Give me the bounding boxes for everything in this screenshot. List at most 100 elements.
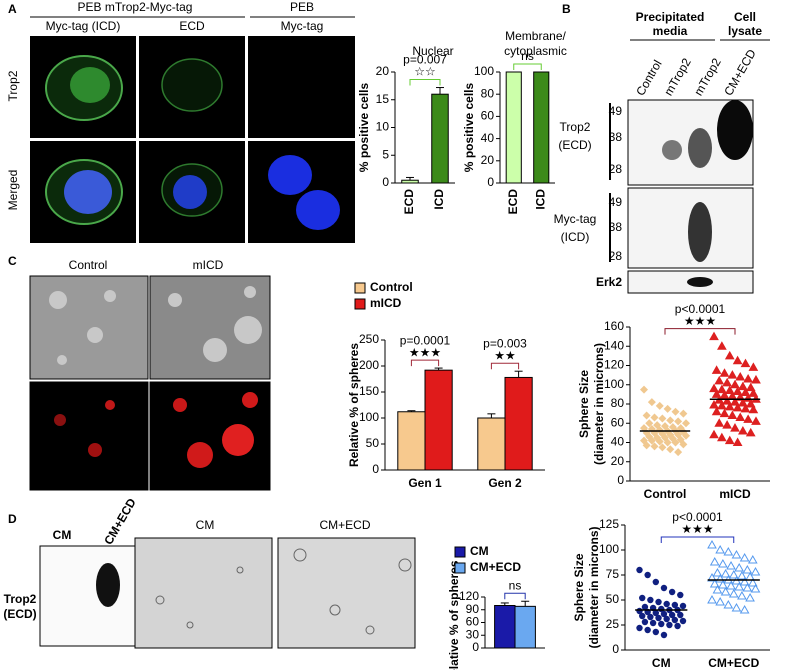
y-tick-label: 10 bbox=[376, 120, 390, 134]
data-point bbox=[742, 564, 753, 574]
p-value: p=0.007 bbox=[403, 53, 447, 67]
y-tick-label: 160 bbox=[604, 319, 624, 333]
chart-title: cytoplasmic bbox=[504, 44, 567, 58]
data-point bbox=[715, 596, 726, 606]
data-point bbox=[743, 373, 753, 383]
data-point bbox=[734, 581, 745, 591]
data-point bbox=[724, 435, 735, 445]
blot-label: Erk2 bbox=[596, 275, 622, 289]
lane-label: CM+ECD bbox=[101, 496, 139, 547]
y-tick-label: 80 bbox=[481, 86, 495, 100]
data-point bbox=[748, 388, 759, 397]
data-point bbox=[674, 622, 681, 630]
y-tick-label: 5 bbox=[382, 147, 389, 161]
data-point bbox=[709, 383, 719, 393]
bar bbox=[477, 417, 506, 471]
data-point bbox=[652, 578, 660, 586]
y-axis-label: Relative % of spheres bbox=[447, 560, 461, 670]
data-point bbox=[738, 381, 748, 391]
significance-bracket bbox=[409, 79, 441, 86]
data-point bbox=[734, 562, 745, 572]
data-point bbox=[740, 403, 751, 413]
data-point bbox=[660, 610, 668, 618]
data-point bbox=[715, 544, 726, 554]
p-value: p=0.0001 bbox=[400, 333, 451, 347]
legend-swatch bbox=[354, 298, 366, 310]
data-point bbox=[728, 569, 739, 579]
data-point bbox=[730, 397, 740, 406]
data-point bbox=[745, 427, 756, 437]
data-point bbox=[709, 578, 720, 588]
x-tick-label: CM+ECD bbox=[708, 656, 759, 670]
data-point bbox=[745, 398, 756, 408]
significance-stars: ★★★ bbox=[409, 345, 441, 359]
bar bbox=[504, 376, 533, 471]
significance-bracket bbox=[410, 359, 440, 367]
data-point bbox=[663, 438, 672, 447]
column-header: ECD bbox=[179, 19, 205, 33]
data-point bbox=[723, 599, 734, 609]
image-label: Control bbox=[69, 258, 108, 272]
row-label: Trop2 bbox=[6, 70, 20, 101]
p-value: ns bbox=[509, 578, 522, 592]
data-point bbox=[674, 448, 683, 457]
data-point bbox=[731, 602, 742, 612]
data-point bbox=[647, 436, 656, 445]
data-point bbox=[724, 401, 735, 411]
lane-label: Control bbox=[633, 58, 664, 99]
data-point bbox=[682, 431, 690, 440]
data-point bbox=[671, 438, 680, 447]
data-point bbox=[645, 419, 654, 428]
panel-label: C bbox=[8, 254, 17, 268]
data-point bbox=[738, 398, 748, 407]
data-point bbox=[658, 620, 665, 628]
data-point bbox=[717, 432, 727, 442]
y-tick-label: 125 bbox=[599, 517, 619, 531]
data-point bbox=[751, 374, 761, 384]
x-tick-label: mICD bbox=[719, 487, 751, 501]
data-point bbox=[742, 582, 753, 592]
data-point bbox=[663, 404, 672, 413]
legend-swatch bbox=[454, 562, 466, 574]
data-point bbox=[735, 412, 746, 421]
y-tick-label: 40 bbox=[611, 435, 625, 449]
data-point bbox=[709, 399, 719, 409]
bar bbox=[494, 605, 516, 649]
data-point bbox=[747, 577, 758, 587]
significance-bracket bbox=[660, 536, 735, 543]
x-tick-label: CM bbox=[652, 656, 671, 670]
y-tick-label: 0 bbox=[612, 642, 619, 656]
data-point bbox=[712, 567, 723, 577]
data-point bbox=[712, 584, 723, 594]
bar bbox=[401, 179, 419, 184]
y-tick-label: 0 bbox=[372, 462, 379, 476]
significance-bracket bbox=[664, 328, 736, 335]
y-tick-label: 140 bbox=[604, 338, 624, 352]
data-point bbox=[658, 443, 667, 452]
data-point bbox=[719, 390, 730, 399]
data-point bbox=[714, 418, 725, 427]
y-tick-label: 60 bbox=[611, 415, 625, 429]
data-point bbox=[660, 631, 668, 639]
data-point bbox=[666, 416, 675, 425]
data-point bbox=[636, 624, 643, 632]
blots bbox=[609, 99, 754, 294]
data-point bbox=[671, 407, 680, 416]
y-tick-label: 50 bbox=[366, 436, 380, 450]
data-point bbox=[724, 385, 735, 395]
y-tick-label: 100 bbox=[474, 64, 494, 78]
data-point bbox=[677, 611, 684, 619]
data-point bbox=[748, 404, 759, 414]
y-tick-label: 120 bbox=[604, 358, 624, 372]
y-tick-label: 20 bbox=[611, 454, 625, 468]
data-point bbox=[679, 409, 688, 418]
panel-label: D bbox=[8, 512, 17, 526]
x-tick-label: ECD bbox=[506, 189, 520, 215]
data-point bbox=[682, 419, 690, 428]
data-point bbox=[655, 614, 662, 622]
data-point bbox=[666, 445, 675, 454]
significance-bracket bbox=[513, 63, 542, 70]
data-point bbox=[738, 425, 748, 435]
y-tick-label: 0 bbox=[472, 640, 479, 654]
